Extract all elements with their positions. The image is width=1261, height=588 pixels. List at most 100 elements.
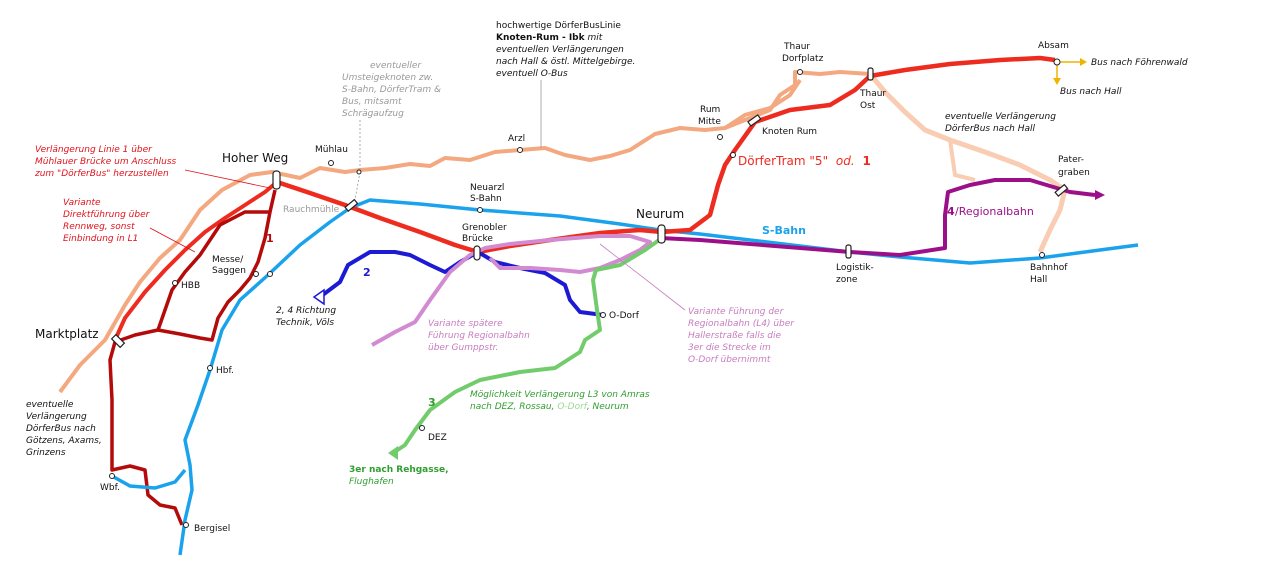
note-line-3: Möglichkeit Verlängerung L3 von Amras na… <box>470 390 650 412</box>
rauchmuehle-label: Rauchmühle <box>283 205 340 215</box>
note-hq-line: eventuell O-Bus <box>496 69 568 79</box>
doerferbus-main-line <box>58 70 871 394</box>
neuarzl-sbahn-label: S-Bahn <box>470 194 502 204</box>
sbahn-line <box>178 198 1139 556</box>
line-2-number: 2 <box>363 266 371 279</box>
note-umsteig-line: Umsteigeknoten zw. <box>342 73 433 83</box>
hoher-weg-node[interactable] <box>272 170 281 190</box>
thaur-ost-node[interactable] <box>867 67 874 81</box>
line-1-route <box>108 189 277 526</box>
doerfertram-name: DörferTram "5" <box>738 154 828 168</box>
doerfertram-number: 1 <box>863 154 871 168</box>
messe-stop[interactable] <box>253 271 259 277</box>
messe-stop-2[interactable] <box>267 271 273 277</box>
thaur-dorfplatz-stop[interactable] <box>797 69 803 75</box>
rum-mitte-stop[interactable] <box>717 134 723 140</box>
bus-hall-arrowhead <box>1053 78 1061 85</box>
muehlau-stop[interactable] <box>328 160 334 166</box>
zone-label: zone <box>836 275 858 285</box>
bus-foehrenwald-label: Bus nach Föhrenwald <box>1091 58 1188 68</box>
patergraben-node[interactable] <box>1054 183 1069 198</box>
hall-label: Hall <box>1030 275 1047 285</box>
note-hq-line: nach Hall & östl. Mittelgebirge. <box>496 57 635 67</box>
rauchmuehle-node[interactable] <box>344 198 359 213</box>
knoten-rum-node[interactable] <box>747 114 762 127</box>
neuarzl-label: Neuarzl <box>470 183 504 193</box>
hbf-stop[interactable] <box>207 365 213 371</box>
line-2-arrow <box>312 288 325 306</box>
note-hochwertige-linie: hochwertige DörferBusLinie Knoten-Rum - … <box>496 21 635 79</box>
line-1-extension-muehlau <box>113 180 279 341</box>
graben-label: graben <box>1058 168 1090 178</box>
note-hq-line: Knoten-Rum - Ibk mit <box>496 33 603 43</box>
line-1-branch-hbb <box>156 210 270 331</box>
note-goetzens-line: eventuelle <box>26 400 74 410</box>
note-gumpp-line: Führung Regionalbahn <box>428 331 530 341</box>
hoher-weg-label: Hoher Weg <box>222 151 288 165</box>
note-l3-odorf: O-Dorf <box>557 402 588 412</box>
note-l3-line: nach DEZ, Rossau, O-Dorf, Neurum <box>470 402 629 412</box>
arzl-label: Arzl <box>508 134 525 144</box>
absam-stop[interactable] <box>1053 58 1061 66</box>
note-umsteig-line: eventueller <box>370 61 422 71</box>
doerferbus-hall-branch-line <box>948 139 976 182</box>
dez-stop[interactable] <box>419 425 425 431</box>
bahnhof-label: Bahnhof <box>1030 263 1068 273</box>
logistik-label: Logistik- <box>836 263 874 273</box>
doerfertram-or: od. <box>836 154 855 168</box>
absam-label: Absam <box>1038 41 1069 51</box>
messe-label: Messe/ <box>212 255 244 265</box>
umsteig-stop[interactable] <box>356 169 362 175</box>
doerferbus-hall-extension-line <box>868 72 1068 254</box>
pater-label: Pater- <box>1058 155 1084 165</box>
doerfertram-stop[interactable] <box>730 152 736 158</box>
wbf-label: Wbf. <box>100 483 120 493</box>
odorf-stop[interactable] <box>600 312 606 318</box>
bergisel-stop[interactable] <box>183 522 189 528</box>
bahnhof-hall-stop[interactable] <box>1039 252 1045 258</box>
arzl-stop[interactable] <box>517 147 523 153</box>
line-4-number: 4 <box>947 205 955 218</box>
note-hq-line: eventuellen Verlängerungen <box>496 45 624 55</box>
note-hq-line: hochwertige DörferBusLinie <box>496 21 621 31</box>
dorfplatz-label: Dorfplatz <box>782 54 824 64</box>
sbahn-wbf-branch <box>111 468 187 490</box>
note-l4-line: Regionalbahn (L4) über <box>688 319 795 329</box>
note-hall-line: eventuelle Verlängerung <box>945 112 1056 122</box>
thaur-dorf-label: Thaur <box>783 42 810 52</box>
note-variante-line: Direktführung über <box>63 210 151 220</box>
line-3-number: 3 <box>428 396 436 409</box>
neuarzl-stop[interactable] <box>477 207 483 213</box>
note-pointer-variante <box>149 227 196 253</box>
line-3-extension <box>391 236 664 455</box>
note-rehgasse: 3er nach Rehgasse, Flughafen <box>349 465 449 487</box>
note-l3-line: Möglichkeit Verlängerung L3 von Amras <box>470 390 650 400</box>
hbb-stop[interactable] <box>172 280 178 286</box>
bergisel-label: Bergisel <box>194 524 230 534</box>
neurum-node[interactable] <box>657 224 666 244</box>
note-l3-part: , Neurum <box>587 402 629 412</box>
note-gumppstr: Variante spätere Führung Regionalbahn üb… <box>428 319 530 353</box>
note-l3-part: nach DEZ, Rossau, <box>470 402 557 412</box>
note-gumpp-line: über Gumppstr. <box>428 343 498 353</box>
marktplatz-node[interactable] <box>110 333 126 349</box>
note-line-2-4: 2, 4 Richtung Technik, Völs <box>276 306 336 328</box>
note-hall-line: DörferBus nach Hall <box>945 124 1035 134</box>
note-umsteig-line: S-Bahn, DörferTram & <box>342 85 441 95</box>
note-goetzens: eventuelle Verlängerung DörferBus nach G… <box>26 400 102 458</box>
logistik-node[interactable] <box>845 244 852 259</box>
doerfertram-main-line <box>276 55 1056 255</box>
note-l4-hallerstrasse: Variante Führung der Regionalbahn (L4) ü… <box>688 307 795 365</box>
note-linie1-line: Mühlauer Brücke um Anschluss <box>35 157 177 167</box>
note-hq-rest: mit <box>585 33 603 43</box>
sbahn-label: S-Bahn <box>762 224 806 237</box>
note-hq-bold: Knoten-Rum - Ibk <box>496 33 586 43</box>
wbf-stop[interactable] <box>109 473 115 479</box>
grenobler-label: Grenobler <box>462 223 507 233</box>
neurum-label: Neurum <box>636 207 684 221</box>
grenobler-node[interactable] <box>473 245 481 261</box>
rum-mitte-label: Mitte <box>698 117 721 127</box>
line-3-arrow <box>388 446 398 460</box>
note-l4-line: Variante Führung der <box>688 307 785 317</box>
